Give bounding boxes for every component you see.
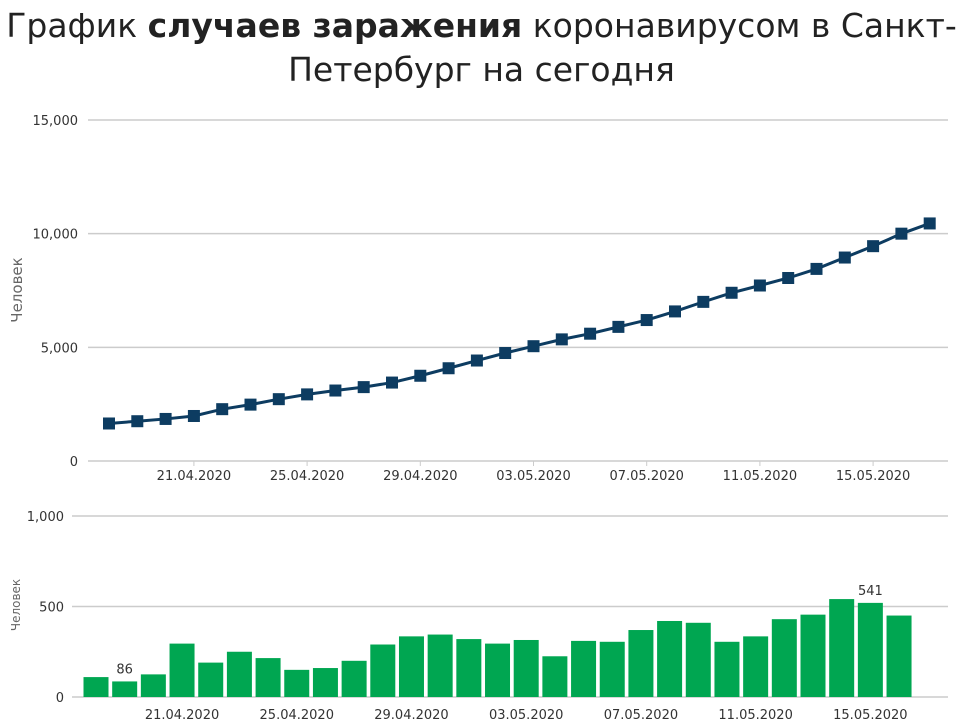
data-point (555, 333, 568, 346)
data-point (187, 409, 200, 422)
data-point (640, 314, 653, 327)
x-tick-label: 29.04.2020 (374, 708, 448, 723)
y-tick-label: 500 (39, 601, 64, 616)
data-point (725, 286, 738, 299)
data-point (103, 417, 115, 430)
x-tick-label: 11.05.2020 (723, 469, 797, 484)
data-point (612, 320, 625, 333)
y-tick-label: 15,000 (33, 114, 79, 129)
data-point (244, 398, 257, 411)
bar (685, 622, 711, 697)
data-point (216, 403, 229, 416)
bar (771, 619, 797, 697)
bar (599, 641, 625, 697)
x-tick-label: 15.05.2020 (836, 469, 910, 484)
data-point (697, 295, 710, 308)
bar (456, 639, 482, 697)
bar (370, 644, 396, 697)
data-point (414, 369, 427, 382)
bar (886, 615, 912, 697)
bar (628, 630, 654, 697)
data-point (159, 412, 172, 425)
y-tick-label: 0 (56, 691, 64, 706)
bar (226, 651, 252, 697)
x-tick-label: 03.05.2020 (489, 708, 563, 723)
x-tick-label: 29.04.2020 (383, 469, 457, 484)
data-point (527, 340, 540, 353)
title-part2: коронавирусом в Санкт-Петербург на сегод… (288, 6, 957, 89)
bar (571, 640, 597, 697)
cumulative-cases-chart: 0 5,000 10,000 15,000 Человек 21.04.2020 25.04… (8, 114, 948, 484)
bar (427, 634, 453, 697)
data-point (584, 327, 597, 340)
x-tick-label: 25.04.2020 (270, 469, 344, 484)
y-tick-label: 5,000 (41, 341, 78, 356)
page-title: График случаев заражения коронавирусом в… (0, 4, 963, 92)
bar (829, 599, 855, 697)
bar (542, 656, 568, 697)
data-point (867, 240, 880, 253)
bar (83, 677, 109, 697)
bar (112, 681, 138, 697)
bar (255, 658, 281, 697)
bar (169, 643, 195, 697)
data-point (442, 362, 455, 375)
x-tick-label: 07.05.2020 (604, 708, 678, 723)
data-point (131, 415, 144, 428)
x-tick-label: 15.05.2020 (833, 708, 907, 723)
bar (513, 639, 539, 697)
x-tick-label: 03.05.2020 (496, 469, 570, 484)
bar (857, 602, 883, 697)
bar (485, 643, 511, 697)
bar (657, 620, 683, 697)
bar (714, 641, 740, 697)
data-point (301, 388, 314, 401)
data-point (470, 354, 483, 367)
bar (743, 636, 769, 697)
data-point (753, 279, 766, 292)
bar (398, 636, 424, 697)
data-point (272, 393, 285, 406)
x-tick-label: 11.05.2020 (718, 708, 792, 723)
data-point (499, 347, 512, 360)
y-tick-label: 10,000 (33, 228, 79, 243)
data-point (923, 217, 936, 230)
bar (341, 660, 367, 697)
title-part1: График (6, 6, 148, 45)
bar (284, 669, 310, 697)
y-tick-label: 1,000 (27, 510, 64, 525)
x-tick-label: 25.04.2020 (260, 708, 334, 723)
bar-data-label: 541 (858, 584, 883, 599)
data-point (782, 271, 795, 284)
title-bold: случаев заражения (147, 6, 523, 45)
x-tick-label: 21.04.2020 (145, 708, 219, 723)
data-point (895, 227, 908, 240)
bar (800, 614, 826, 697)
data-point (669, 305, 681, 318)
y-tick-label: 0 (70, 455, 78, 470)
bar (140, 674, 166, 697)
data-point (357, 381, 370, 394)
data-point (810, 262, 823, 275)
x-tick-label: 07.05.2020 (609, 469, 683, 484)
bar (312, 668, 338, 697)
data-point (386, 376, 398, 389)
bar (198, 662, 224, 697)
data-point (329, 384, 342, 397)
y-axis-label: Человек (9, 579, 23, 631)
y-axis-label: Человек (8, 257, 26, 322)
x-tick-label: 21.04.2020 (157, 469, 231, 484)
data-point (838, 251, 851, 264)
bar-data-label: 86 (116, 662, 133, 677)
